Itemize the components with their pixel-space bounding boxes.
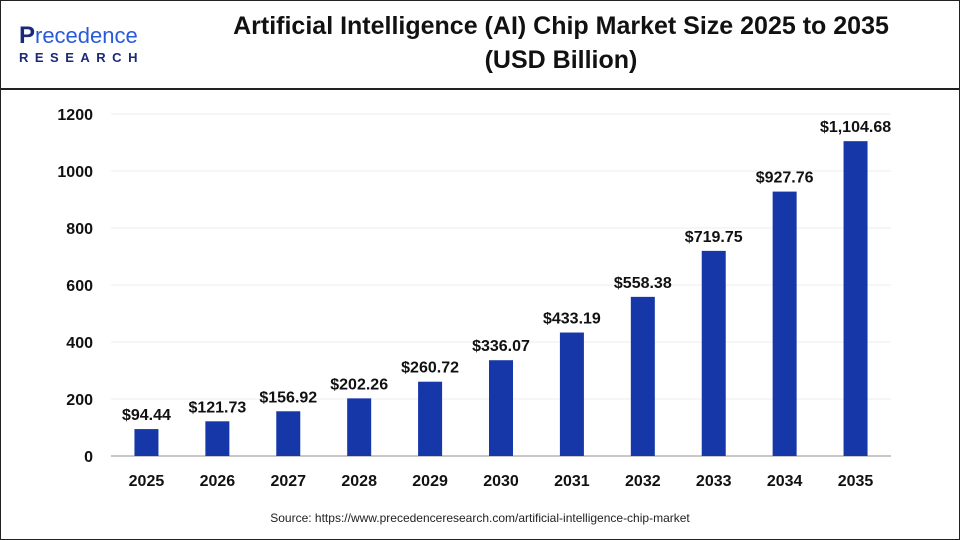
x-tick-label: 2028	[341, 473, 377, 490]
bar	[843, 141, 868, 456]
x-tick-label: 2031	[554, 473, 590, 490]
x-tick-label: 2026	[200, 473, 236, 490]
header-divider	[1, 88, 959, 90]
x-tick-label: 2029	[412, 473, 448, 490]
y-tick-label: 600	[66, 278, 93, 295]
data-label: $121.73	[188, 399, 246, 416]
data-label: $433.19	[543, 311, 601, 328]
svg-text:recedence: recedence	[35, 23, 138, 48]
data-label: $260.72	[401, 360, 459, 377]
x-tick-label: 2030	[483, 473, 519, 490]
bar	[701, 250, 726, 456]
bar	[205, 421, 230, 456]
title-line-2: (USD Billion)	[484, 46, 638, 74]
x-tick-label: 2034	[767, 473, 803, 490]
x-tick-label: 2033	[696, 473, 732, 490]
title-line-1: Artificial Intelligence (AI) Chip Market…	[233, 12, 889, 40]
x-tick-label: 2027	[270, 473, 306, 490]
data-label: $1,104.68	[820, 119, 891, 136]
precedence-research-logo: P recedence RESEARCH	[19, 22, 144, 65]
y-tick-label: 1000	[57, 164, 93, 181]
bar	[630, 296, 655, 456]
bar	[276, 411, 301, 456]
y-tick-label: 0	[84, 449, 93, 466]
data-label: $558.38	[614, 275, 672, 292]
bar	[772, 191, 797, 457]
data-label: $94.44	[122, 407, 171, 424]
data-label: $336.07	[472, 338, 530, 355]
y-tick-label: 1200	[57, 107, 93, 124]
chart-title: Artificial Intelligence (AI) Chip Market…	[191, 9, 931, 77]
x-tick-label: 2025	[129, 473, 165, 490]
bar	[489, 360, 513, 456]
y-tick-label: 400	[66, 335, 93, 352]
data-label: $927.76	[756, 170, 814, 187]
svg-text:P: P	[19, 22, 35, 49]
svg-text:RESEARCH: RESEARCH	[19, 50, 144, 65]
source-note: Source: https://www.precedenceresearch.c…	[270, 511, 690, 525]
bar	[134, 429, 159, 456]
bar	[418, 381, 443, 456]
data-label: $202.26	[330, 376, 388, 393]
x-tick-label: 2032	[625, 473, 661, 490]
y-tick-label: 800	[66, 221, 93, 238]
bar	[347, 398, 372, 456]
data-label: $156.92	[259, 389, 317, 406]
bar-chart: 0 200 400 600 800 1000 1200 $94.44 2025 $121.73 20…	[57, 107, 891, 490]
y-tick-label: 200	[66, 392, 93, 409]
x-tick-label: 2035	[838, 473, 874, 490]
bar	[559, 332, 584, 456]
data-label: $719.75	[685, 229, 743, 246]
